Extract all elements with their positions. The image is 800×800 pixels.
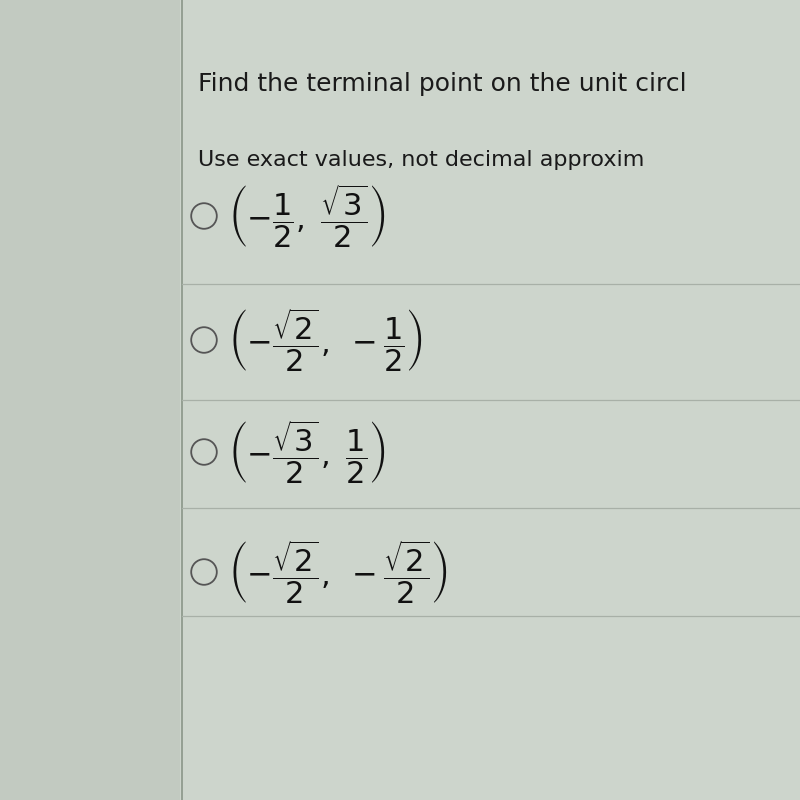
Text: $\left( -\dfrac{\sqrt{2}}{2},\ -\dfrac{1}{2} \right)$: $\left( -\dfrac{\sqrt{2}}{2},\ -\dfrac{1… <box>228 306 422 374</box>
Text: $\left( -\dfrac{\sqrt{3}}{2},\ \dfrac{1}{2} \right)$: $\left( -\dfrac{\sqrt{3}}{2},\ \dfrac{1}… <box>228 418 386 486</box>
Bar <box>0 0 180 800</box>
Text: $\left( -\dfrac{1}{2},\ \dfrac{\sqrt{3}}{2} \right)$: $\left( -\dfrac{1}{2},\ \dfrac{\sqrt{3}}… <box>228 182 386 250</box>
Text: $\left( -\dfrac{\sqrt{2}}{2},\ -\dfrac{\sqrt{2}}{2} \right)$: $\left( -\dfrac{\sqrt{2}}{2},\ -\dfrac{\… <box>228 538 448 606</box>
Text: Use exact values, not decimal approxim: Use exact values, not decimal approxim <box>198 150 645 170</box>
Text: Find the terminal point on the unit circl: Find the terminal point on the unit circ… <box>198 72 687 96</box>
